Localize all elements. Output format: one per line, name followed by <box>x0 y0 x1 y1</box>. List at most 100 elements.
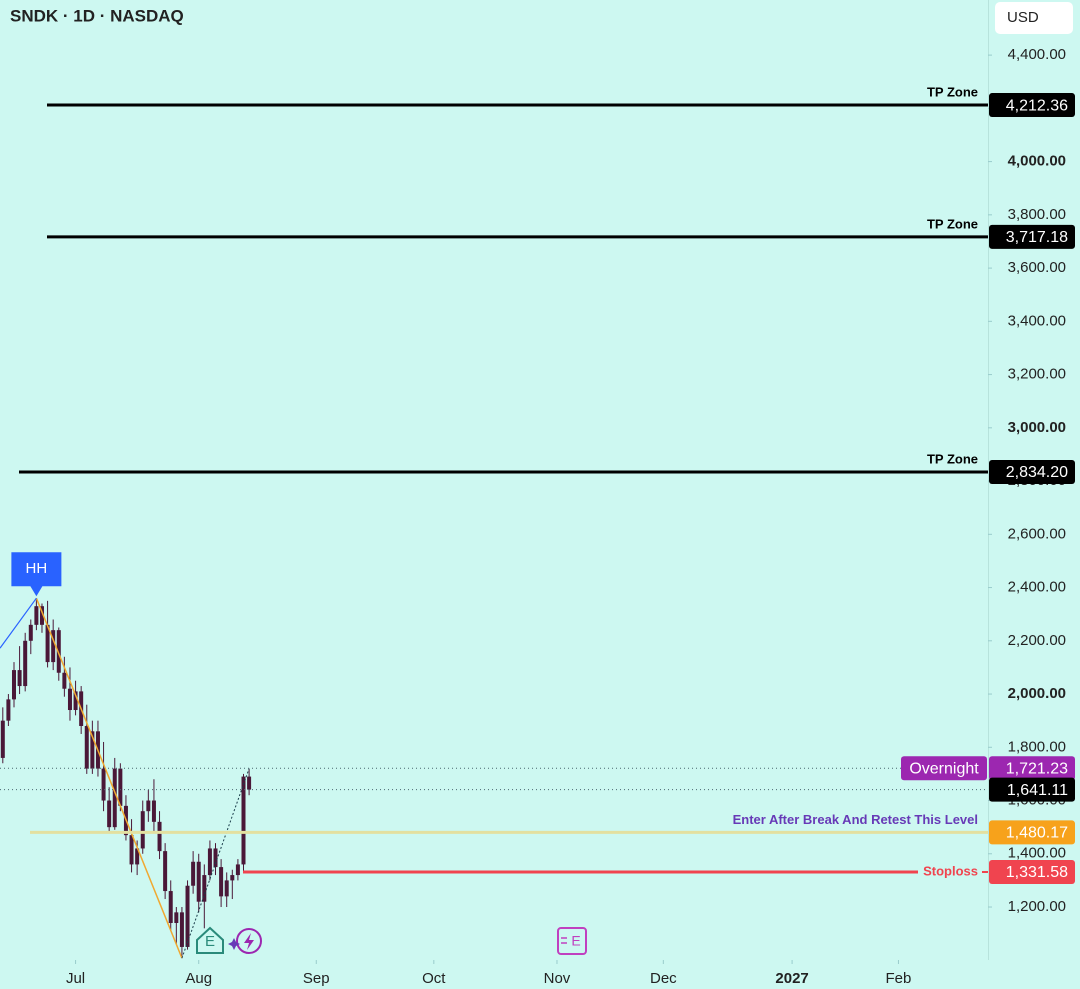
candle-body <box>235 864 240 876</box>
y-tick-label: 2,400.00 <box>1008 579 1066 596</box>
price-tag-label: 2,834.20 <box>1006 464 1068 481</box>
earnings-icon-future[interactable]: E <box>557 927 587 955</box>
price-tag-label: 1,331.58 <box>1006 864 1068 881</box>
candle-body <box>62 672 67 689</box>
candle-body <box>51 630 56 663</box>
candle-body <box>101 768 106 801</box>
level-label: TP Zone <box>927 216 978 231</box>
candle-body <box>168 891 173 923</box>
candle-body <box>202 875 207 902</box>
y-tick-label: 3,800.00 <box>1008 206 1066 223</box>
candle-body <box>28 624 33 641</box>
candle-body <box>73 691 78 711</box>
candle-body <box>112 768 117 828</box>
x-tick-label: Nov <box>544 970 571 987</box>
price-tag-label: 1,641.11 <box>1007 782 1068 799</box>
candle-body <box>196 861 201 902</box>
candle-body <box>129 835 134 865</box>
zigzag-in <box>0 597 37 649</box>
candle-body <box>174 912 179 923</box>
candle-body <box>11 670 16 700</box>
price-tag <box>989 820 1075 845</box>
price-tag <box>989 859 1075 884</box>
price-tag-label: 4,212.36 <box>1006 97 1068 114</box>
price-tag-label: 3,717.18 <box>1006 229 1068 246</box>
candle-body <box>191 861 196 886</box>
candle-body <box>151 800 156 822</box>
svg-text:E: E <box>571 933 580 949</box>
candle-body <box>241 776 246 865</box>
candle-body <box>179 912 184 947</box>
candle-body <box>90 731 95 769</box>
x-tick-label: Feb <box>886 970 912 987</box>
y-tick-label: 3,400.00 <box>1008 312 1066 329</box>
y-tick-label: 4,000.00 <box>1008 153 1066 170</box>
y-tick-label: 2,000.00 <box>1008 685 1066 702</box>
candle-body <box>0 720 5 758</box>
level-label: Stoploss <box>923 863 978 878</box>
candle-body <box>207 848 212 876</box>
event-icon[interactable] <box>228 928 262 954</box>
candle-body <box>56 630 61 673</box>
level-label: Enter After Break And Retest This Level <box>733 812 978 827</box>
price-tag-label: 1,480.17 <box>1006 825 1068 842</box>
candle-body <box>219 867 224 897</box>
x-tick-label: Aug <box>185 970 212 987</box>
y-tick-label: 1,800.00 <box>1008 738 1066 755</box>
y-tick-label: 1,400.00 <box>1008 845 1066 862</box>
zigzag-down <box>35 597 183 959</box>
x-tick-label: Dec <box>650 970 677 987</box>
level-tag <box>901 756 987 781</box>
y-tick-label: 3,200.00 <box>1008 366 1066 383</box>
x-tick-label: Jul <box>66 970 85 987</box>
candle-body <box>17 670 22 687</box>
candle-body <box>45 624 50 663</box>
candle-body <box>230 875 235 881</box>
candle-body <box>107 800 112 828</box>
level-label: TP Zone <box>927 84 978 99</box>
svg-text:E: E <box>205 933 215 950</box>
zigzag-up <box>181 768 250 959</box>
currency-box[interactable] <box>995 2 1073 34</box>
candle-body <box>34 606 39 625</box>
x-tick-label: Oct <box>422 970 446 987</box>
y-tick-label: 1,200.00 <box>1008 898 1066 915</box>
candle-body <box>247 776 252 790</box>
x-tick-label: 2027 <box>775 970 808 987</box>
marker-label: HH <box>26 560 48 577</box>
marker-box <box>11 552 62 597</box>
candle-body <box>67 688 72 711</box>
currency[interactable]: USD <box>1007 9 1039 26</box>
candle-body <box>213 848 218 868</box>
y-tick-label: 3,600.00 <box>1008 259 1066 276</box>
candle-body <box>146 800 151 812</box>
candle-body <box>118 768 123 806</box>
candle-body <box>135 848 140 865</box>
candle-body <box>185 885 190 947</box>
earnings-icon[interactable]: E <box>196 926 224 954</box>
candle-body <box>84 725 89 769</box>
candle-body <box>23 640 28 687</box>
price-tag <box>989 459 1075 484</box>
price-tag <box>989 756 1075 781</box>
level-label: Overnight <box>909 760 979 777</box>
candle-body <box>39 606 44 625</box>
price-tag-label: 1,721.23 <box>1006 760 1068 777</box>
candle-body <box>6 699 11 721</box>
y-tick-label: 3,000.00 <box>1008 419 1066 436</box>
level-label: TP Zone <box>927 451 978 466</box>
y-tick-label: 2,200.00 <box>1008 632 1066 649</box>
candle-body <box>163 851 168 892</box>
chart-title: SNDK · 1D · NASDAQ <box>10 6 184 25</box>
x-tick-label: Sep <box>303 970 330 987</box>
price-tag <box>989 224 1075 249</box>
candle-body <box>157 821 162 852</box>
price-tag <box>989 93 1075 118</box>
y-tick-label: 2,600.00 <box>1008 525 1066 542</box>
candle-body <box>224 880 229 897</box>
y-tick-label: 4,400.00 <box>1008 46 1066 63</box>
candle-body <box>140 811 145 849</box>
